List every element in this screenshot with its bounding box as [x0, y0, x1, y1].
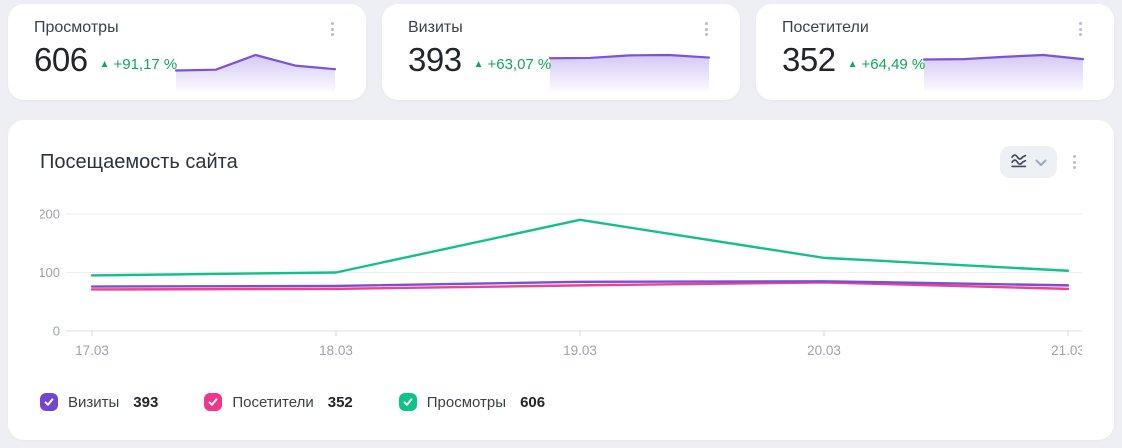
- legend-value: 352: [327, 393, 353, 411]
- sparkline-visitors: [922, 53, 1085, 92]
- svg-text:21.03: 21.03: [1051, 343, 1082, 358]
- line-chart-icon: [1010, 152, 1028, 172]
- kebab-menu-icon[interactable]: [699, 19, 714, 39]
- summary-cards-row: Просмотры 606 ▲ +91,17 % Визиты 393 ▲: [8, 4, 1114, 100]
- delta-visits: ▲ +63,07 %: [474, 56, 552, 73]
- card-title-visitors: Посетители: [782, 19, 869, 36]
- chart-legend: Визиты 393 Посетители 352 Просмотры 606: [40, 393, 1082, 411]
- sparkline-visits: [548, 53, 711, 92]
- svg-text:18.03: 18.03: [319, 343, 353, 358]
- card-title-visits: Визиты: [408, 19, 463, 36]
- card-title-views: Просмотры: [34, 19, 119, 36]
- legend-label: Посетители: [232, 393, 314, 411]
- delta-percent: +91,17 %: [113, 55, 178, 73]
- svg-text:0: 0: [53, 324, 60, 339]
- kebab-menu-icon[interactable]: [325, 19, 340, 39]
- kebab-menu-icon[interactable]: [1073, 19, 1088, 39]
- summary-card-visitors: Посетители 352 ▲ +64,49 %: [756, 4, 1114, 100]
- checkbox-checked-icon[interactable]: [40, 393, 58, 411]
- metric-value-views: 606: [34, 41, 88, 78]
- legend-label: Визиты: [68, 393, 120, 411]
- checkbox-checked-icon[interactable]: [204, 393, 223, 411]
- summary-card-visits: Визиты 393 ▲ +63,07 %: [382, 4, 740, 100]
- delta-up-icon: ▲: [847, 58, 858, 70]
- summary-card-views: Просмотры 606 ▲ +91,17 %: [8, 4, 366, 100]
- line-chart-canvas: 0 100 200 17.03 18.03 19.03 20.03 21.03: [38, 207, 1085, 359]
- chart-title: Посещаемость сайта: [40, 150, 238, 173]
- legend-value: 393: [133, 393, 159, 411]
- svg-text:20.03: 20.03: [807, 343, 841, 358]
- chart-type-selector[interactable]: [1000, 146, 1057, 178]
- sparkline-views: [174, 53, 337, 92]
- svg-text:200: 200: [40, 207, 60, 222]
- svg-text:19.03: 19.03: [563, 343, 597, 358]
- delta-up-icon: ▲: [473, 58, 484, 70]
- svg-text:17.03: 17.03: [75, 343, 109, 358]
- legend-item-views[interactable]: Просмотры 606: [398, 393, 546, 411]
- svg-text:100: 100: [40, 265, 60, 280]
- legend-value: 606: [520, 393, 546, 411]
- traffic-chart: 0 100 200 17.03 18.03 19.03 20.03 21.03: [38, 200, 1085, 369]
- delta-views: ▲ +91,17 %: [100, 56, 178, 73]
- chevron-down-icon: [1035, 155, 1047, 170]
- kebab-menu-icon[interactable]: [1067, 152, 1082, 172]
- legend-label: Просмотры: [426, 393, 507, 411]
- delta-percent: +64,49 %: [861, 55, 926, 73]
- delta-visitors: ▲ +64,49 %: [848, 56, 926, 73]
- checkbox-checked-icon[interactable]: [398, 393, 417, 411]
- traffic-chart-card: Посещаемость сайта: [8, 120, 1114, 440]
- delta-up-icon: ▲: [99, 58, 110, 70]
- metric-value-visits: 393: [408, 41, 462, 78]
- legend-item-visitors[interactable]: Посетители 352: [204, 393, 353, 411]
- legend-item-visits[interactable]: Визиты 393: [40, 393, 158, 411]
- delta-percent: +63,07 %: [487, 55, 552, 73]
- metric-value-visitors: 352: [782, 41, 836, 78]
